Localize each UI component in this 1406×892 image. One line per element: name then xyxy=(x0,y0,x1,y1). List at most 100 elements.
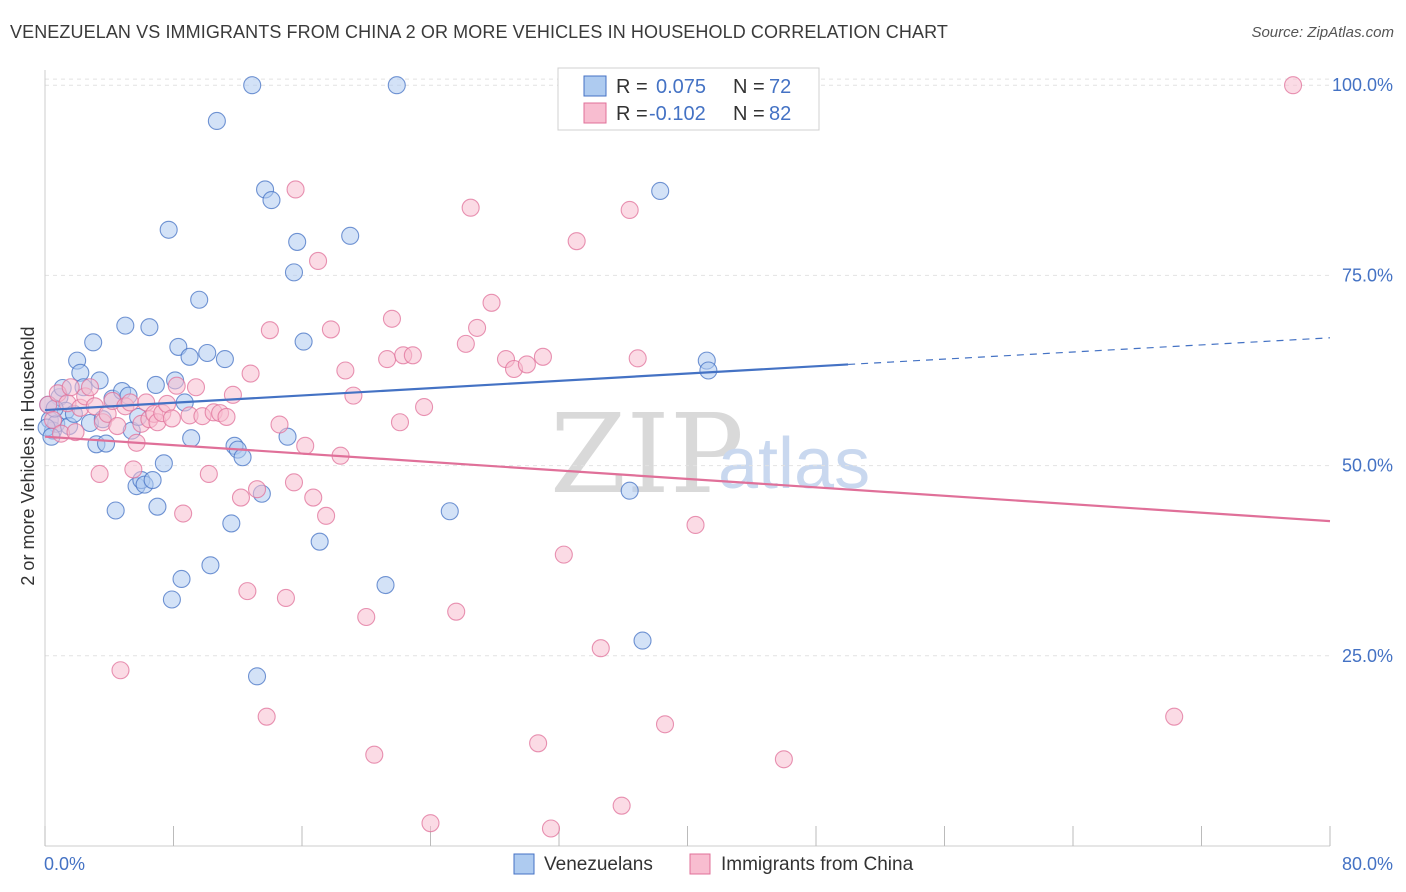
venezuelans-point-49 xyxy=(243,76,262,95)
china-point-50 xyxy=(304,488,323,507)
china-point-40 xyxy=(238,582,257,601)
venezuelans-point-36 xyxy=(172,569,191,589)
china-point-60 xyxy=(382,309,402,328)
trend-lines xyxy=(44,337,1331,523)
china-point-67 xyxy=(456,334,475,353)
x-tick-label-max: 80.0% xyxy=(1342,854,1393,874)
venezuelans-point-67 xyxy=(699,361,718,380)
china-point-29 xyxy=(167,376,186,395)
china-point-86 xyxy=(1165,707,1184,726)
china-point-9 xyxy=(80,378,100,397)
venezuelans-point-50 xyxy=(247,667,267,686)
china-point-41 xyxy=(241,364,260,383)
venezuelans-point-43 xyxy=(207,111,226,131)
china-point-77 xyxy=(554,545,573,564)
china-point-80 xyxy=(612,796,631,815)
china-point-56 xyxy=(344,386,363,405)
venezuelans-trend-line xyxy=(44,363,849,412)
china-point-48 xyxy=(286,180,305,199)
y-axis-title: 2 or more Vehicles in Household xyxy=(18,326,38,585)
china-point-58 xyxy=(365,745,384,764)
china-point-69 xyxy=(468,318,487,337)
china-point-37 xyxy=(217,407,236,426)
watermark: ZIP atlas xyxy=(550,390,870,518)
legend-swatch-venezuelans xyxy=(583,75,607,97)
y-tick-label-2: 75.0% xyxy=(1342,265,1393,285)
watermark-zip: ZIP xyxy=(550,390,744,518)
venezuelans-point-62 xyxy=(440,502,459,521)
venezuelans-point-45 xyxy=(222,514,241,533)
venezuelans-point-31 xyxy=(154,454,173,473)
china-point-30 xyxy=(174,504,193,523)
venezuelans-point-39 xyxy=(182,429,201,448)
chart-title: VENEZUELAN VS IMMIGRANTS FROM CHINA 2 OR… xyxy=(10,22,948,42)
china-point-76 xyxy=(541,819,561,838)
source-label: Source: ZipAtlas.com xyxy=(1251,24,1394,41)
venezuelans-point-16 xyxy=(96,434,116,453)
china-point-66 xyxy=(447,602,466,621)
china-point-79 xyxy=(591,639,610,658)
china-point-57 xyxy=(357,607,376,627)
y-tick-label-3: 100.0% xyxy=(1332,75,1393,95)
china-point-52 xyxy=(317,506,336,525)
venezuelans-point-42 xyxy=(201,556,220,575)
china-point-44 xyxy=(260,321,279,340)
venezuelans-points xyxy=(37,76,718,686)
venezuelans-point-57 xyxy=(294,332,313,351)
venezuelans-point-40 xyxy=(190,290,209,309)
china-points xyxy=(39,76,1303,838)
legend-n-value-1: 82 xyxy=(769,103,791,125)
china-point-5 xyxy=(61,378,80,397)
venezuelans-point-65 xyxy=(651,181,670,201)
china-point-28 xyxy=(162,409,181,428)
china-point-15 xyxy=(108,416,127,436)
china-point-82 xyxy=(628,349,647,368)
legend-r-value-0: 0.075 xyxy=(656,76,706,98)
bottom-legend-venezuelans: Venezuelans xyxy=(544,854,653,875)
china-point-65 xyxy=(421,814,440,833)
venezuelans-point-32 xyxy=(159,220,178,239)
china-point-49 xyxy=(296,436,315,455)
china-point-59 xyxy=(378,350,397,369)
venezuelans-point-33 xyxy=(162,590,181,609)
x-tick-label-min: 0.0% xyxy=(44,854,85,874)
china-point-45 xyxy=(270,415,289,434)
bottom-legend-swatch-china xyxy=(689,853,711,875)
legend-r-label-1: R = xyxy=(616,103,648,125)
venezuelans-point-55 xyxy=(284,263,304,282)
legend-n-label-0: N = xyxy=(733,76,765,98)
bottom-legend: Venezuelans Immigrants from China xyxy=(513,853,914,875)
legend-n-label-1: N = xyxy=(733,103,765,125)
legend-r-label-0: R = xyxy=(616,76,648,98)
china-point-70 xyxy=(482,293,501,312)
china-point-32 xyxy=(186,378,206,397)
china-point-43 xyxy=(257,707,276,726)
venezuelans-point-12 xyxy=(84,333,103,352)
china-point-74 xyxy=(529,734,548,753)
china-point-46 xyxy=(276,588,295,608)
y-tick-labels: 25.0% 50.0% 75.0% 100.0% xyxy=(1332,75,1393,666)
venezuelans-point-30 xyxy=(148,497,167,516)
china-point-19 xyxy=(124,460,143,479)
watermark-atlas: atlas xyxy=(718,424,870,504)
china-point-81 xyxy=(620,200,639,220)
venezuelans-point-53 xyxy=(262,191,281,210)
legend-r-value-1: -0.102 xyxy=(649,103,706,125)
venezuelans-point-38 xyxy=(180,347,199,366)
china-point-84 xyxy=(686,515,705,534)
china-point-85 xyxy=(774,750,793,769)
china-point-68 xyxy=(461,198,480,217)
y-tick-label-1: 50.0% xyxy=(1342,456,1393,476)
china-point-34 xyxy=(199,464,218,484)
gridlines xyxy=(45,78,1330,657)
china-point-73 xyxy=(517,355,536,374)
china-point-51 xyxy=(309,251,328,271)
venezuelans-point-59 xyxy=(341,226,360,245)
top-legend: R = 0.075 N = 72 R = -0.102 N = 82 xyxy=(557,67,820,131)
china-point-83 xyxy=(655,715,675,734)
china-point-47 xyxy=(284,473,304,492)
china-point-75 xyxy=(533,347,552,366)
venezuelans-point-60 xyxy=(376,576,395,595)
venezuelans-point-64 xyxy=(633,631,652,650)
